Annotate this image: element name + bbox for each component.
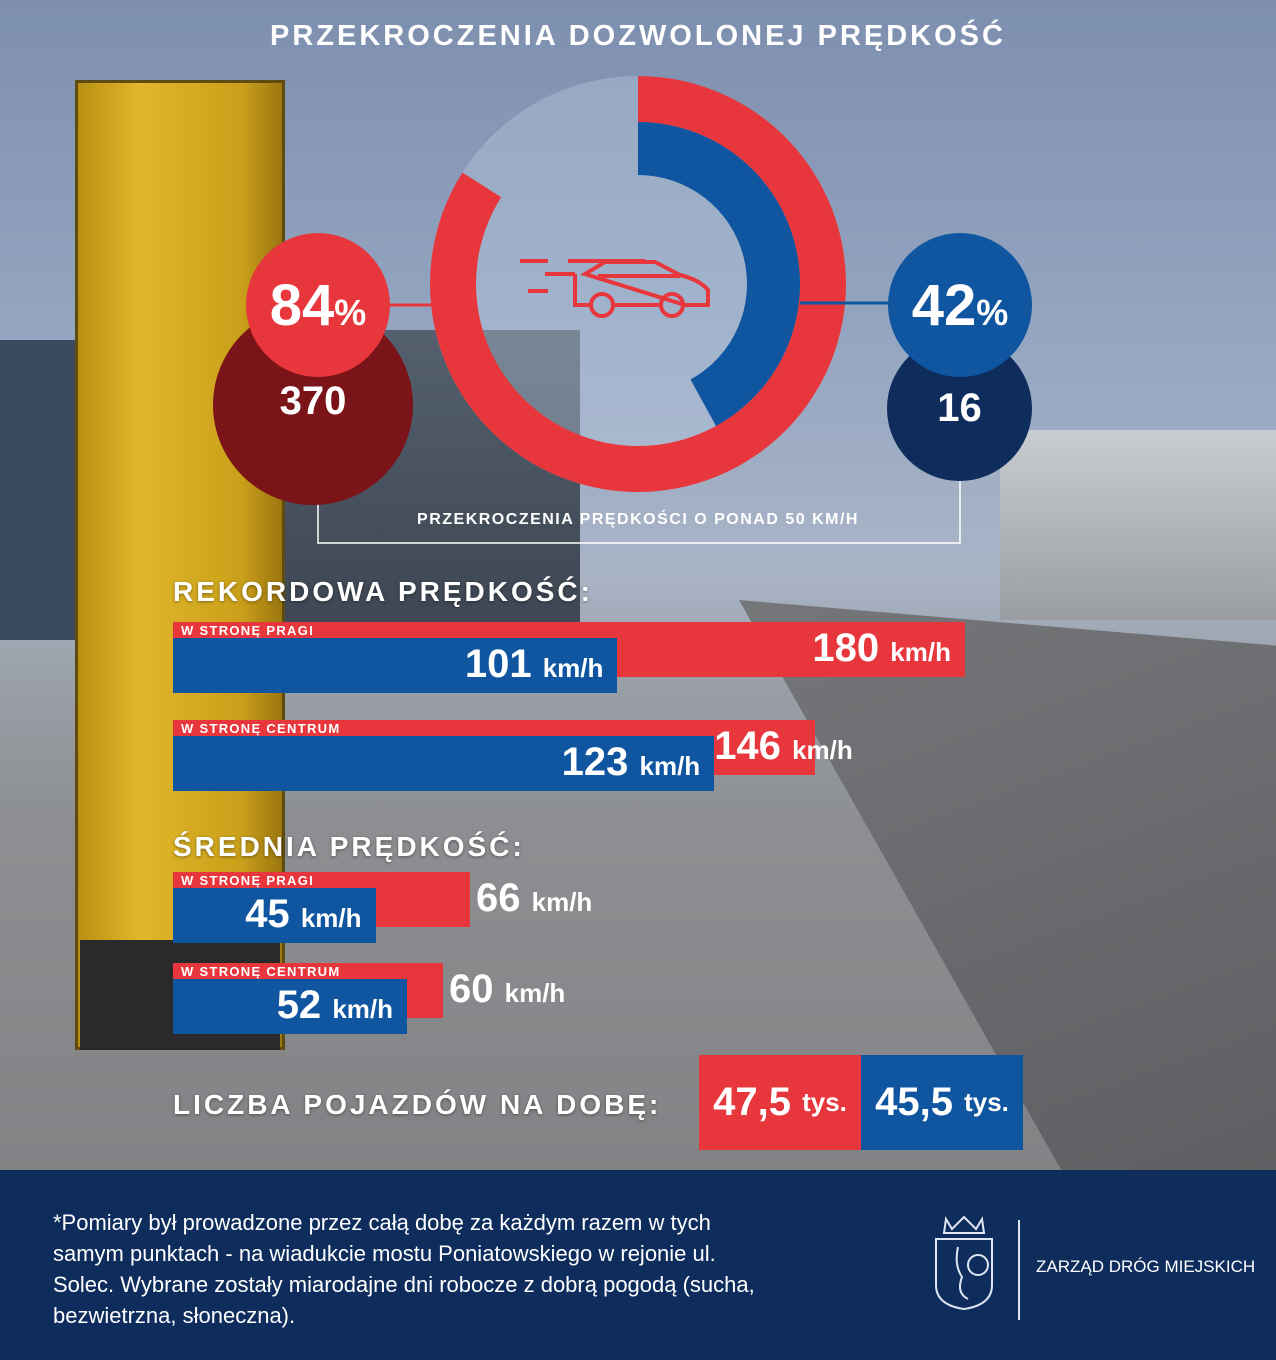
vehicles-value: 45,5 xyxy=(875,1080,953,1124)
page-title: PRZEKROCZENIA DOZWOLONEJ PRĘDKOŚĆ xyxy=(270,20,1006,52)
bar-value-blue: 123 km/h xyxy=(561,740,701,784)
bar-category-label: W STRONĘ PRAGI xyxy=(181,873,315,888)
count-value: 16 xyxy=(937,386,982,430)
bar-value-blue: 52 km/h xyxy=(276,983,393,1027)
record-speed-heading: REKORDOWA PRĘDKOŚĆ: xyxy=(173,576,593,607)
vehicles-unit: tys. xyxy=(802,1087,847,1117)
speeding-car-icon xyxy=(520,259,710,318)
bar-blue xyxy=(173,979,407,1034)
percent-value: 84% xyxy=(269,272,367,338)
bar-value-blue: 101 km/h xyxy=(464,642,604,686)
donut-chart xyxy=(317,76,961,544)
percent-circle-blue: 42% xyxy=(888,233,1032,377)
donut-segment-blue xyxy=(638,122,800,426)
bar-category-label: W STRONĘ PRAGI xyxy=(181,623,315,638)
vehicles-unit: tys. xyxy=(964,1087,1009,1117)
vehicles-value: 47,5 xyxy=(713,1080,791,1124)
bar-category-label: W STRONĘ CENTRUM xyxy=(181,964,341,979)
percent-value: 42% xyxy=(911,272,1009,338)
background-building xyxy=(1000,430,1276,620)
background-building xyxy=(0,340,75,640)
warsaw-coat-of-arms-logo xyxy=(935,1215,993,1311)
donut-caption: PRZEKROCZENIA PRĘDKOŚCI O PONAD 50 KM/H xyxy=(417,511,859,528)
vehicles-box-blue: 45,5 tys. xyxy=(861,1055,1023,1150)
bar-value-red: 66 km/h xyxy=(476,876,593,920)
bar-blue xyxy=(173,638,618,693)
bar-blue xyxy=(173,736,715,791)
bar-category-label: W STRONĘ CENTRUM xyxy=(181,721,341,736)
footnote: *Pomiary był prowadzone przez całą dobę … xyxy=(53,1210,755,1328)
organization-name: ZARZĄD DRÓG MIEJSKICH xyxy=(1036,1257,1256,1276)
bar-value-red: 180 km/h xyxy=(812,626,951,670)
bar-value-red: 60 km/h xyxy=(449,967,566,1011)
count-value: 370 xyxy=(279,378,347,423)
percent-circle-red: 84% xyxy=(246,233,390,377)
vehicles-heading: LICZBA POJAZDÓW NA DOBĘ: xyxy=(173,1089,662,1120)
bar-value-blue: 45 km/h xyxy=(245,892,362,936)
vehicles-box-red: 47,5 tys. xyxy=(699,1055,861,1150)
bar-blue xyxy=(173,888,376,943)
bar-value-red: 146 km/h xyxy=(714,724,853,768)
footer xyxy=(0,1170,1276,1360)
average-speed-heading: ŚREDNIA PRĘDKOŚĆ: xyxy=(173,831,525,862)
logo-divider xyxy=(1018,1220,1020,1320)
